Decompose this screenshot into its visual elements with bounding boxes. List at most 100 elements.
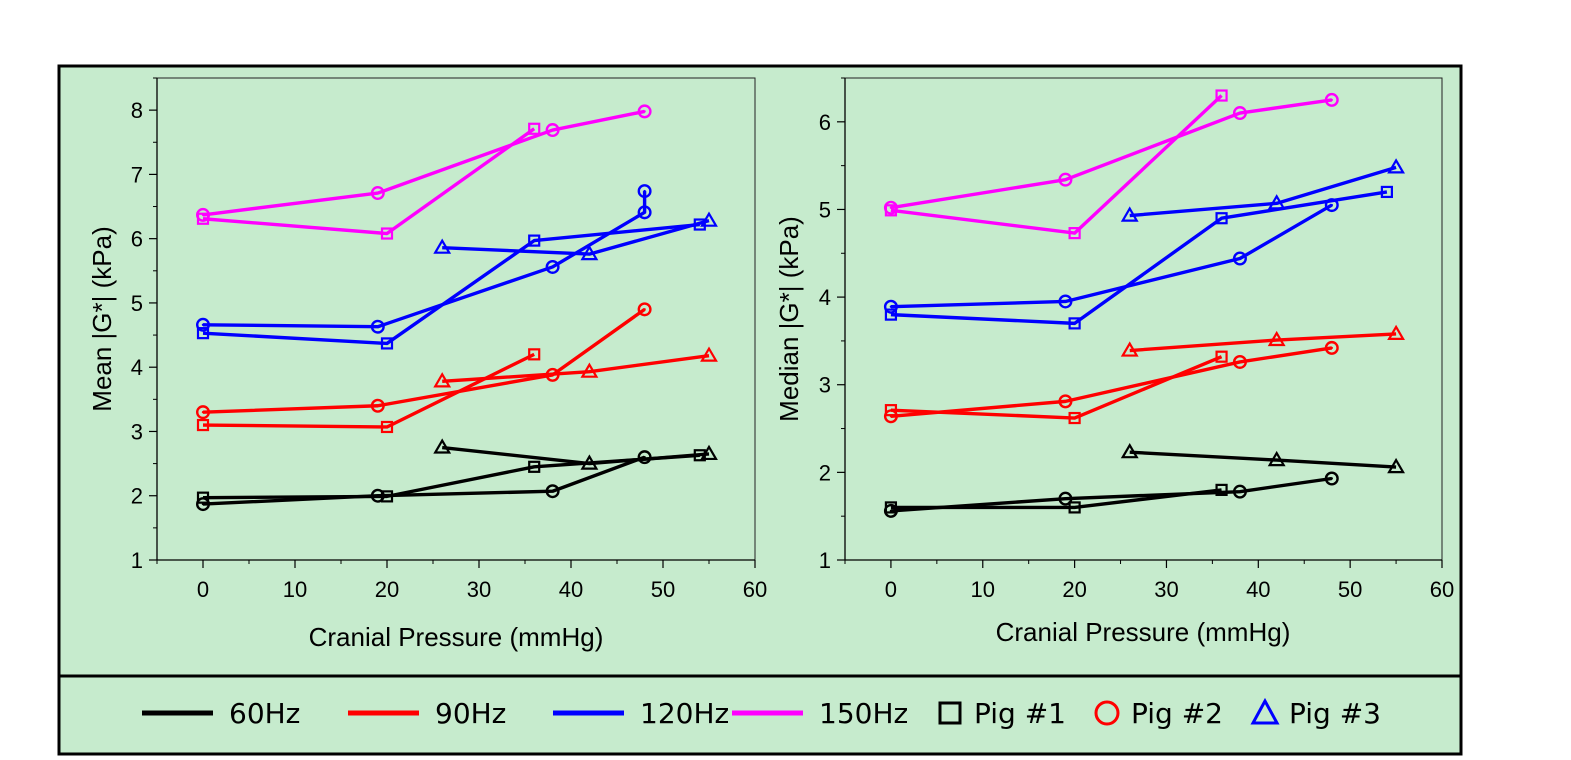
legend-label: 60Hz (229, 697, 300, 730)
median-chart-series-60hz-2-point-ring (1232, 484, 1247, 499)
legend-label: Pig #2 (1131, 697, 1223, 730)
median-chart-y-tick-label: 3 (819, 373, 831, 398)
legend-item-120hz: 120Hz (553, 697, 729, 730)
mean-chart-series-90hz-2-point (370, 398, 385, 413)
mean-chart-series-60hz-2-point-ring (370, 488, 385, 503)
mean-chart-series-150hz-2-point-dot (201, 213, 205, 217)
mean-chart-series-150hz-2-point-ring (370, 186, 385, 201)
mean-chart-series-60hz-2-point-ring (545, 484, 560, 499)
mean-chart-series-150hz-2-point (195, 207, 210, 222)
mean-chart-series-120hz-2-point-dot (643, 189, 646, 193)
mean-chart-series-120hz-2-point (637, 205, 652, 220)
median-chart-y-tick-label: 6 (819, 110, 831, 135)
mean-chart-series-150hz-2-point (545, 123, 560, 138)
median-chart-y-axis-label: Median |G*| (kPa) (774, 216, 804, 422)
median-chart-series-90hz-2-line (890, 346, 1333, 418)
mean-chart-series-90hz-1-point (196, 418, 210, 432)
mean-chart-series-60hz-2-point-ring (637, 450, 652, 465)
mean-chart-series-150hz-2-point-dot (376, 191, 379, 195)
mean-chart-series-120hz-3-point (580, 244, 599, 261)
median-chart-series-90hz-3-point (1120, 341, 1139, 357)
median-chart-series-60hz-2-point (1058, 491, 1073, 506)
median-chart-series (883, 89, 1405, 518)
mean-chart-series-60hz-2-point-dot (376, 494, 379, 497)
median-chart: 0 10 20 30 40 50 60 1 2 3 4 5 6 Cranial Pressure (mm… (774, 77, 1454, 647)
median-chart-series-60hz-2-line (890, 476, 1333, 513)
mean-chart-y-tick-label: 6 (131, 227, 143, 252)
median-chart-series-120hz-1-point (1380, 185, 1393, 199)
median-chart-series-120hz-1-point (1068, 317, 1081, 330)
median-chart-y-tick-label: 5 (819, 197, 831, 222)
median-chart-series-60hz-3-point (1267, 450, 1286, 467)
mean-chart-series-120hz-2-point (195, 317, 210, 332)
median-chart-x-axis-label: Cranial Pressure (mmHg) (996, 617, 1291, 647)
mean-chart-series-90hz-1-point (380, 420, 394, 434)
mean-chart-series-120hz-2-point (545, 259, 560, 274)
mean-chart-series-120hz-1-line (202, 222, 700, 346)
median-chart-series-120hz-2-point-dot (1238, 257, 1242, 260)
median-chart-x-tick-label: 60 (1430, 577, 1454, 602)
median-chart-series-90hz-3-point (1387, 324, 1405, 340)
triangle-marker-icon (1250, 697, 1280, 725)
median-chart-series-90hz-1-point (1068, 411, 1081, 425)
mean-chart-y-axis-label: Mean |G*| (kPa) (87, 226, 117, 411)
median-chart-series-120hz-2-point (1232, 251, 1247, 266)
median-chart-x-tick-label: 20 (1062, 577, 1086, 602)
median-chart-axes: 0 10 20 30 40 50 60 1 2 3 4 5 6 (819, 77, 1454, 602)
median-chart-series-150hz-2-point-ring (1324, 92, 1339, 107)
median-chart-series-60hz-2-point-dot (889, 509, 893, 513)
median-chart-series-120hz-2-point (1058, 294, 1073, 309)
median-chart-series-60hz-2-point-dot (1330, 477, 1333, 480)
mean-chart-x-tick-label: 40 (559, 577, 583, 602)
mean-chart-series-120hz-2-point-ring (370, 319, 385, 334)
median-chart-series-60hz-2-point-ring (1324, 471, 1339, 486)
mean-chart-series-120hz-2-point-dot (201, 323, 205, 326)
median-chart-series-120hz-2-point-dot (889, 305, 893, 308)
median-chart-series-120hz-3-line (1129, 165, 1397, 218)
median-chart-series-90hz-2-point-dot (1238, 360, 1242, 364)
median-chart-series-90hz-2-point-dot (889, 415, 893, 418)
median-chart-series-120hz-2-point-ring (1058, 294, 1073, 309)
mean-chart-series-150hz-1-point (528, 122, 541, 135)
median-chart-series-60hz-3-line (1129, 450, 1397, 469)
mean-chart-x-tick-label: 10 (283, 577, 307, 602)
mean-chart-series-150hz-2-point-ring (637, 104, 652, 119)
mean-chart-series-90hz-3-point (580, 362, 599, 378)
mean-chart-series-60hz-2-point (195, 497, 210, 512)
mean-chart-series-90hz-2-point-dot (551, 373, 554, 377)
mean-chart-series-120hz-2-point-ring (637, 184, 652, 199)
mean-chart-x-tick-label: 30 (467, 577, 491, 602)
mean-chart-series-60hz-3-point (433, 438, 452, 454)
median-chart-series-90hz-2-point (883, 409, 898, 424)
mean-chart-series-120hz-2-point-dot (551, 265, 554, 269)
mean-chart-series-90hz-1-point (528, 348, 541, 361)
mean-chart-series-150hz-2-point (637, 104, 652, 119)
median-chart-series-150hz-2-point (1232, 106, 1247, 121)
median-chart-series-120hz-3-point (1387, 158, 1405, 174)
mean-chart-series-90hz-2-point (545, 367, 560, 382)
median-chart-series-120hz-1-line (890, 190, 1388, 326)
median-chart-series-150hz-2-point (883, 200, 898, 215)
mean-chart: 0 10 20 30 40 50 60 1 2 3 4 5 6 7 8 Cranial Pressure (… (87, 77, 767, 652)
mean-chart-series-150hz-2-line (202, 109, 645, 217)
median-chart-series-150hz-1-point (1215, 89, 1228, 102)
mean-chart-series-90hz-2-point-ring (370, 398, 385, 413)
median-chart-series-120hz-3-point (1120, 206, 1139, 222)
median-chart-y-tick-label: 2 (819, 460, 831, 485)
median-chart-series-90hz-3-line (1129, 332, 1397, 353)
mean-chart-y-tick-label: 4 (131, 355, 143, 380)
median-chart-series-150hz-2-line (890, 98, 1333, 210)
median-chart-series-120hz-2-line (890, 203, 1333, 309)
median-chart-x-tick-label: 10 (971, 577, 995, 602)
median-chart-series-90hz-2-point-dot (1064, 400, 1067, 403)
mean-chart-series-120hz-2-point-ring (637, 205, 652, 220)
median-chart-series-150hz-2-point-ring (883, 200, 898, 215)
mean-chart-series-120hz-3-line (442, 219, 710, 256)
median-chart-series-150hz-2-point-dot (889, 206, 893, 209)
mean-chart-series-60hz-2-point-dot (551, 490, 554, 493)
median-chart-series-60hz-2-point-ring (883, 503, 898, 518)
median-chart-series-90hz-2-point-dot (1330, 346, 1333, 350)
mean-chart-series-60hz-1-point (196, 491, 210, 504)
mean-chart-series-60hz-2-point (370, 488, 385, 503)
mean-chart-series-90hz-2-point-dot (643, 308, 646, 311)
